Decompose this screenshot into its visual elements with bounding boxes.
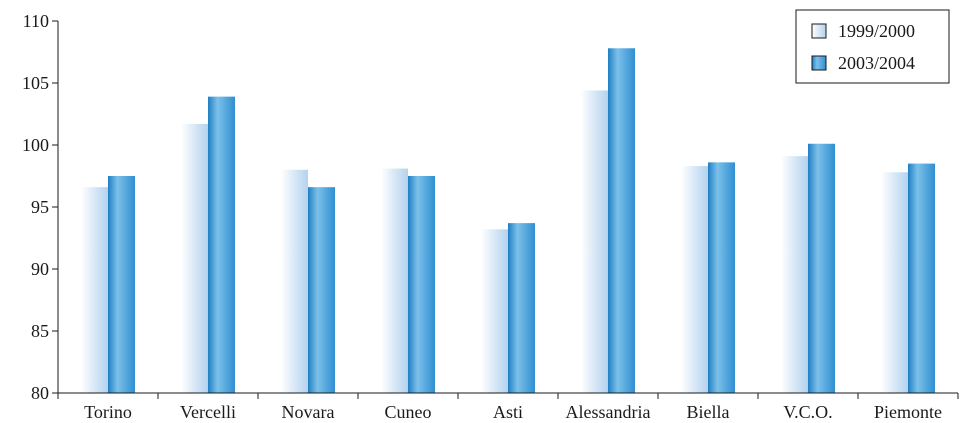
y-tick-label: 100	[22, 135, 49, 155]
x-tick-label: Asti	[493, 402, 523, 422]
y-tick-label: 85	[31, 321, 49, 341]
legend-frame	[795, 9, 950, 84]
bar-series-1-piemonte	[881, 172, 908, 393]
bar-series-2-asti	[508, 223, 535, 393]
axes-group: 80 85 90 95 100 105 110 Torino Vercelli Novara Cun…	[22, 11, 959, 422]
bar-series-2-novara	[308, 187, 335, 393]
y-tick-label: 110	[23, 11, 49, 31]
bar-series-2-v-c-o	[808, 143, 835, 393]
x-tick-label: V.C.O.	[783, 402, 832, 422]
legend-swatch-series-1	[811, 23, 827, 39]
x-tick-label: Vercelli	[180, 402, 236, 422]
legend: 1999/2000 2003/2004	[795, 9, 950, 84]
x-tick-label: Alessandria	[566, 402, 651, 422]
y-tick-label: 90	[31, 259, 49, 279]
bar-series-1-vercelli	[181, 123, 208, 394]
bar-series-2-cuneo	[408, 176, 435, 393]
bar-series-2-piemonte	[908, 163, 935, 393]
legend-label-series-2: 2003/2004	[838, 53, 915, 73]
y-tick-label: 105	[22, 73, 49, 93]
y-tick-label: 80	[31, 383, 49, 403]
x-tick-label: Cuneo	[385, 402, 432, 422]
bar-series-1-alessandria	[581, 90, 608, 393]
legend-label-series-1: 1999/2000	[838, 21, 915, 41]
x-tick-label: Novara	[282, 402, 335, 422]
bar-series-1-asti	[481, 229, 508, 393]
bar-series-2-torino	[108, 176, 135, 393]
bar-series-1-cuneo	[381, 168, 408, 393]
x-tick-label: Piemonte	[874, 402, 942, 422]
y-tick-label: 95	[31, 197, 49, 217]
bars-group	[81, 48, 935, 394]
bar-series-1-torino	[81, 187, 108, 393]
bar-series-1-biella	[681, 166, 708, 393]
bar-series-2-alessandria	[608, 48, 635, 393]
legend-swatch-series-2	[811, 55, 827, 71]
bar-series-2-vercelli	[208, 96, 235, 393]
x-tick-label: Torino	[84, 402, 132, 422]
x-tick-label: Biella	[687, 402, 730, 422]
bar-series-1-v-c-o	[781, 156, 808, 393]
bar-series-1-novara	[281, 169, 308, 393]
bar-series-2-biella	[708, 162, 735, 393]
